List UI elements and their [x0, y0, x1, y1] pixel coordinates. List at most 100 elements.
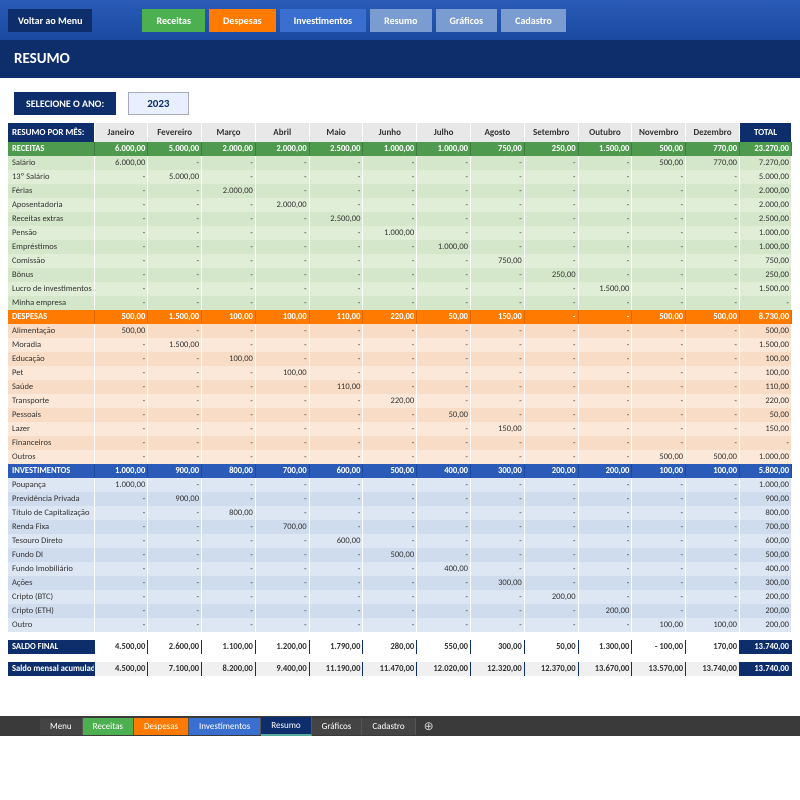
- month-cell[interactable]: -: [202, 198, 256, 212]
- total-cell[interactable]: 13.740,00: [740, 640, 792, 654]
- month-cell[interactable]: -: [417, 226, 471, 240]
- month-cell[interactable]: 7.100,00: [148, 662, 202, 676]
- month-cell[interactable]: -: [309, 506, 363, 520]
- month-cell[interactable]: -: [148, 618, 202, 632]
- month-cell[interactable]: -: [255, 268, 309, 282]
- month-cell[interactable]: 770,00: [686, 156, 740, 170]
- month-cell[interactable]: 12.320,00: [470, 662, 524, 676]
- total-cell[interactable]: 500,00: [740, 548, 792, 562]
- month-cell[interactable]: -: [309, 436, 363, 450]
- month-cell[interactable]: -: [686, 436, 740, 450]
- month-cell[interactable]: -: [686, 366, 740, 380]
- month-cell[interactable]: -: [94, 254, 148, 268]
- month-cell[interactable]: -: [524, 184, 578, 198]
- month-cell[interactable]: -: [255, 534, 309, 548]
- month-cell[interactable]: 5.000,00: [148, 170, 202, 184]
- month-cell[interactable]: -: [363, 520, 417, 534]
- month-cell[interactable]: -: [309, 576, 363, 590]
- month-cell[interactable]: 220,00: [363, 310, 417, 324]
- month-cell[interactable]: -: [309, 422, 363, 436]
- total-cell[interactable]: 2.000,00: [740, 184, 792, 198]
- month-cell[interactable]: -: [524, 156, 578, 170]
- month-cell[interactable]: -: [148, 534, 202, 548]
- month-cell[interactable]: -: [417, 534, 471, 548]
- month-cell[interactable]: -: [202, 604, 256, 618]
- total-cell[interactable]: 400,00: [740, 562, 792, 576]
- month-cell[interactable]: -: [686, 422, 740, 436]
- month-cell[interactable]: -: [417, 478, 471, 492]
- month-cell[interactable]: -: [202, 618, 256, 632]
- month-cell[interactable]: -: [417, 282, 471, 296]
- month-cell[interactable]: -: [686, 324, 740, 338]
- month-cell[interactable]: -: [363, 618, 417, 632]
- month-cell[interactable]: 400,00: [417, 464, 471, 478]
- month-cell[interactable]: 100,00: [632, 618, 686, 632]
- month-cell[interactable]: -: [148, 240, 202, 254]
- month-cell[interactable]: -: [632, 408, 686, 422]
- month-cell[interactable]: -: [686, 534, 740, 548]
- month-cell[interactable]: -: [524, 170, 578, 184]
- total-cell[interactable]: 500,00: [740, 324, 792, 338]
- total-cell[interactable]: 1.500,00: [740, 282, 792, 296]
- month-cell[interactable]: 150,00: [470, 422, 524, 436]
- month-cell[interactable]: 6.000,00: [94, 156, 148, 170]
- month-cell[interactable]: -: [524, 492, 578, 506]
- month-cell[interactable]: -: [470, 352, 524, 366]
- despesa-row[interactable]: Saúde: [8, 380, 94, 394]
- month-cell[interactable]: -: [363, 170, 417, 184]
- month-cell[interactable]: 700,00: [255, 520, 309, 534]
- month-cell[interactable]: 9.400,00: [255, 662, 309, 676]
- month-cell[interactable]: -: [309, 198, 363, 212]
- month-cell[interactable]: -: [632, 338, 686, 352]
- month-header[interactable]: Janeiro: [94, 123, 148, 142]
- month-cell[interactable]: -: [686, 352, 740, 366]
- month-cell[interactable]: -: [148, 184, 202, 198]
- month-cell[interactable]: -: [686, 576, 740, 590]
- total-cell[interactable]: 100,00: [740, 352, 792, 366]
- month-cell[interactable]: -: [578, 380, 632, 394]
- month-cell[interactable]: -: [202, 366, 256, 380]
- month-cell[interactable]: 50,00: [417, 310, 471, 324]
- saldo-final[interactable]: SALDO FINAL: [8, 640, 94, 654]
- month-cell[interactable]: -: [470, 170, 524, 184]
- month-cell[interactable]: -: [470, 590, 524, 604]
- month-cell[interactable]: -: [94, 422, 148, 436]
- month-cell[interactable]: -: [309, 324, 363, 338]
- month-cell[interactable]: 250,00: [524, 142, 578, 156]
- month-cell[interactable]: -: [363, 492, 417, 506]
- month-cell[interactable]: -: [309, 254, 363, 268]
- invest-row[interactable]: Poupança: [8, 478, 94, 492]
- total-cell[interactable]: 1.000,00: [740, 450, 792, 464]
- month-cell[interactable]: -: [94, 506, 148, 520]
- month-cell[interactable]: -: [524, 562, 578, 576]
- receita-row[interactable]: Bônus: [8, 268, 94, 282]
- month-cell[interactable]: 1.500,00: [578, 282, 632, 296]
- month-cell[interactable]: -: [417, 548, 471, 562]
- total-cell[interactable]: 2.500,00: [740, 212, 792, 226]
- despesa-row[interactable]: Lazer: [8, 422, 94, 436]
- month-cell[interactable]: -: [470, 380, 524, 394]
- month-cell[interactable]: -: [632, 576, 686, 590]
- receita-row[interactable]: 13º Salário: [8, 170, 94, 184]
- total-cell[interactable]: 200,00: [740, 590, 792, 604]
- month-cell[interactable]: -: [202, 170, 256, 184]
- month-cell[interactable]: -: [524, 394, 578, 408]
- month-cell[interactable]: -: [524, 422, 578, 436]
- month-cell[interactable]: 100,00: [255, 310, 309, 324]
- month-cell[interactable]: -: [632, 366, 686, 380]
- month-cell[interactable]: -: [255, 506, 309, 520]
- month-cell[interactable]: -: [686, 492, 740, 506]
- nav-investimentos[interactable]: Investimentos: [280, 9, 366, 32]
- month-cell[interactable]: -: [686, 394, 740, 408]
- total-cell[interactable]: 750,00: [740, 254, 792, 268]
- month-cell[interactable]: -: [524, 534, 578, 548]
- month-cell[interactable]: -: [363, 184, 417, 198]
- month-cell[interactable]: -: [632, 562, 686, 576]
- month-cell[interactable]: -: [578, 562, 632, 576]
- month-cell[interactable]: 750,00: [470, 142, 524, 156]
- month-cell[interactable]: -: [148, 478, 202, 492]
- month-cell[interactable]: -: [202, 590, 256, 604]
- total-cell[interactable]: 8.730,00: [740, 310, 792, 324]
- month-cell[interactable]: -: [148, 450, 202, 464]
- month-cell[interactable]: -: [309, 394, 363, 408]
